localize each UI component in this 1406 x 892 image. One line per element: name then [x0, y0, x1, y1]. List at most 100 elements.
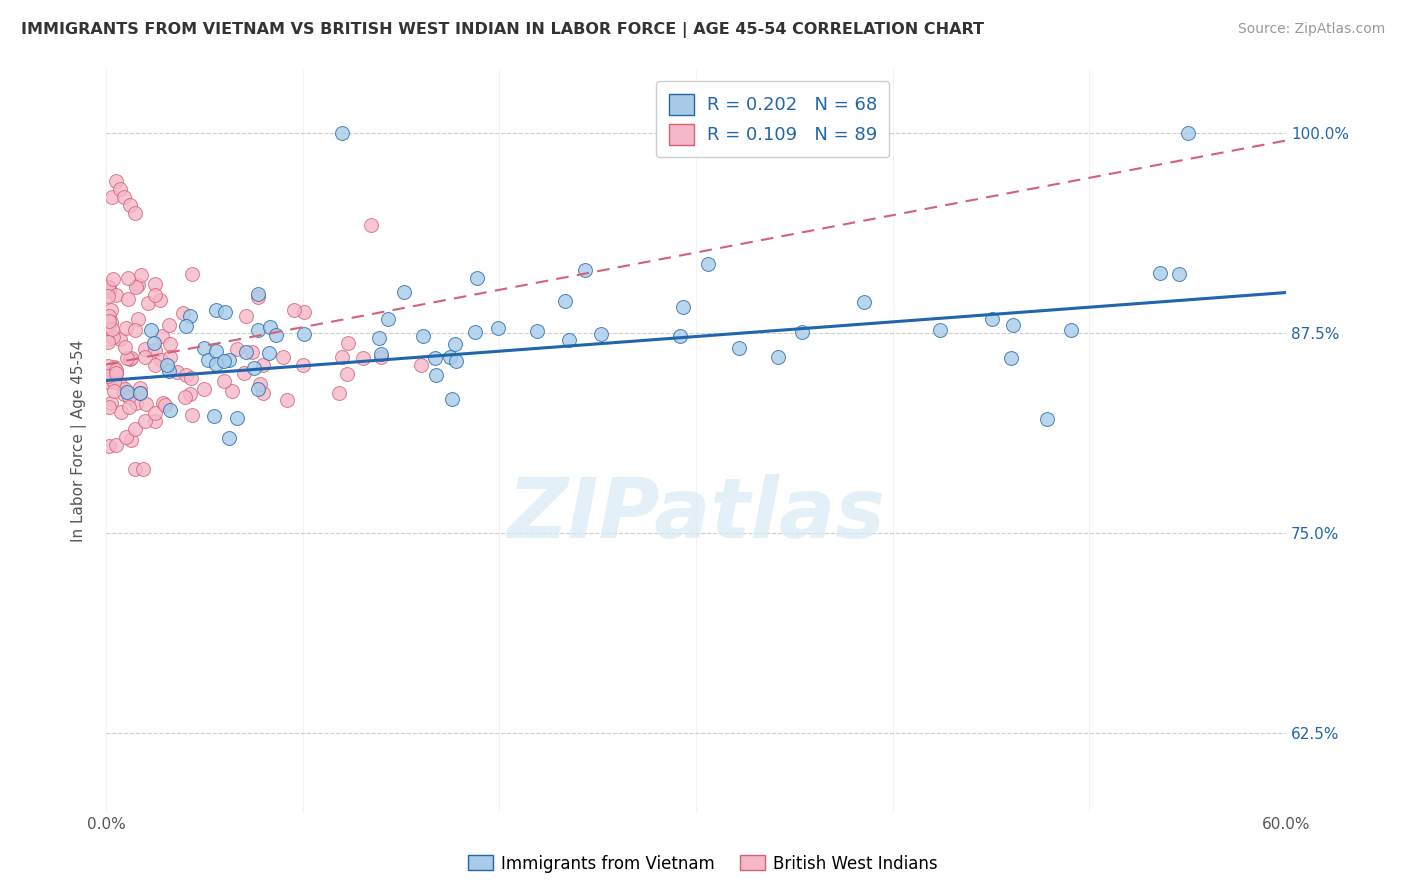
- Point: [1168, 267, 1191, 281]
- Point: [159, 402, 181, 417]
- Point: [392, 285, 415, 300]
- Point: [104, 366, 127, 380]
- Point: [104, 363, 127, 377]
- Point: [465, 270, 488, 285]
- Point: [853, 295, 876, 310]
- Point: [114, 340, 136, 354]
- Point: [100, 302, 122, 317]
- Point: [672, 300, 695, 314]
- Point: [247, 382, 270, 396]
- Point: [591, 327, 613, 342]
- Point: [127, 312, 149, 326]
- Point: [97, 334, 120, 349]
- Point: [150, 328, 173, 343]
- Point: [276, 393, 298, 408]
- Point: [124, 205, 146, 219]
- Point: [97, 368, 120, 383]
- Point: [118, 197, 141, 211]
- Point: [139, 323, 162, 337]
- Point: [558, 334, 581, 348]
- Point: [128, 381, 150, 395]
- Point: [226, 411, 249, 425]
- Point: [98, 309, 121, 323]
- Point: [980, 311, 1002, 326]
- Point: [101, 272, 124, 286]
- Point: [143, 414, 166, 428]
- Point: [118, 351, 141, 366]
- Point: [412, 328, 434, 343]
- Point: [214, 305, 236, 319]
- Point: [124, 421, 146, 435]
- Point: [554, 293, 576, 308]
- Point: [145, 359, 167, 373]
- Point: [330, 126, 353, 140]
- Point: [136, 295, 159, 310]
- Point: [425, 351, 447, 365]
- Point: [149, 293, 172, 307]
- Point: [97, 333, 120, 347]
- Point: [143, 288, 166, 302]
- Point: [103, 360, 125, 375]
- Point: [292, 305, 315, 319]
- Point: [100, 395, 122, 409]
- Point: [235, 309, 257, 323]
- Legend: Immigrants from Vietnam, British West Indians: Immigrants from Vietnam, British West In…: [461, 848, 945, 880]
- Point: [172, 306, 194, 320]
- Point: [97, 359, 120, 374]
- Point: [114, 321, 136, 335]
- Point: [193, 382, 215, 396]
- Point: [283, 303, 305, 318]
- Point: [120, 351, 142, 365]
- Point: [143, 405, 166, 419]
- Point: [728, 341, 751, 355]
- Text: Source: ZipAtlas.com: Source: ZipAtlas.com: [1237, 22, 1385, 37]
- Legend: R = 0.202   N = 68, R = 0.109   N = 89: R = 0.202 N = 68, R = 0.109 N = 89: [657, 81, 890, 157]
- Point: [204, 344, 226, 359]
- Text: IMMIGRANTS FROM VIETNAM VS BRITISH WEST INDIAN IN LABOR FORCE | AGE 45-54 CORREL: IMMIGRANTS FROM VIETNAM VS BRITISH WEST …: [21, 22, 984, 38]
- Point: [104, 366, 127, 380]
- Point: [669, 328, 692, 343]
- Point: [174, 318, 197, 333]
- Point: [202, 409, 225, 424]
- Point: [205, 303, 228, 318]
- Point: [97, 289, 120, 303]
- Point: [105, 287, 128, 301]
- Point: [97, 400, 120, 414]
- Point: [117, 292, 139, 306]
- Point: [370, 350, 392, 364]
- Point: [291, 358, 314, 372]
- Point: [377, 311, 399, 326]
- Point: [97, 279, 120, 293]
- Point: [1002, 318, 1025, 332]
- Point: [97, 314, 120, 328]
- Point: [360, 218, 382, 232]
- Point: [115, 385, 138, 400]
- Point: [145, 343, 167, 357]
- Point: [352, 351, 374, 365]
- Point: [446, 353, 468, 368]
- Point: [157, 318, 180, 333]
- Point: [157, 364, 180, 378]
- Point: [118, 390, 141, 404]
- Point: [128, 386, 150, 401]
- Point: [101, 189, 124, 203]
- Point: [159, 350, 181, 364]
- Point: [790, 326, 813, 340]
- Point: [221, 384, 243, 398]
- Point: [115, 351, 138, 366]
- Point: [1000, 351, 1022, 366]
- Point: [112, 387, 135, 401]
- Point: [197, 352, 219, 367]
- Point: [166, 365, 188, 379]
- Point: [264, 328, 287, 343]
- Point: [249, 376, 271, 391]
- Point: [143, 277, 166, 291]
- Point: [156, 358, 179, 372]
- Point: [124, 323, 146, 337]
- Point: [204, 357, 226, 371]
- Point: [240, 345, 263, 359]
- Point: [439, 351, 461, 365]
- Point: [425, 368, 447, 383]
- Point: [212, 374, 235, 388]
- Point: [135, 397, 157, 411]
